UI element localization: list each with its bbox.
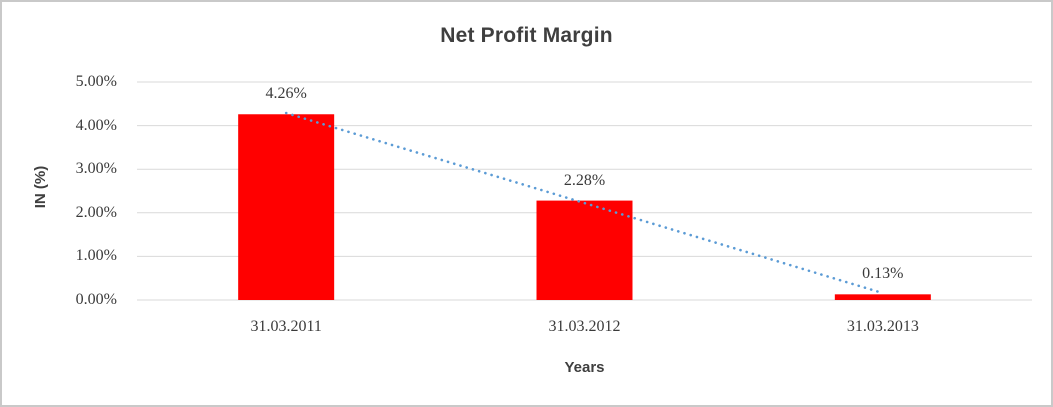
category-label: 31.03.2012 (548, 318, 621, 335)
data-label: 0.13% (862, 265, 904, 283)
y-axis-title: IN (%) (32, 165, 49, 209)
bar (536, 200, 633, 300)
y-tick-label: 1.00% (75, 247, 117, 265)
x-axis-title: Years (564, 359, 605, 376)
data-label: 2.28% (563, 171, 606, 189)
data-label: 4.26% (265, 85, 307, 103)
plot-area (137, 81, 1032, 301)
bar (834, 294, 931, 300)
bar (238, 114, 335, 300)
trendline (284, 111, 885, 295)
y-tick-label: 3.00% (75, 160, 117, 178)
y-tick-label: 0.00% (75, 291, 117, 308)
chart-title: Net Profit Margin (440, 24, 613, 47)
category-label: 31.03.2013 (846, 318, 919, 335)
y-tick-label: 2.00% (75, 203, 117, 221)
category-label: 31.03.2011 (250, 318, 322, 335)
y-tick-label: 5.00% (75, 73, 117, 90)
y-tick-label: 4.00% (75, 116, 117, 134)
